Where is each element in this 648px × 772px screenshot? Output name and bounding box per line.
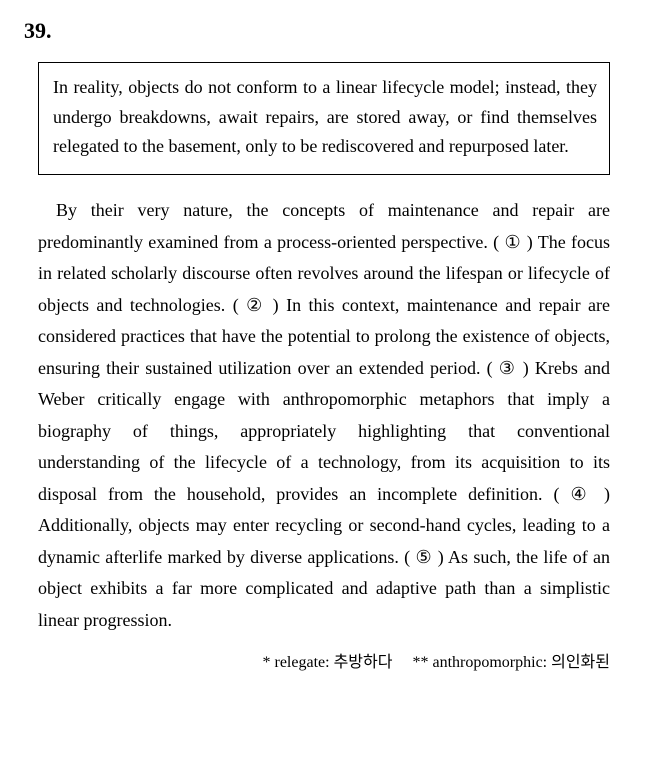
- footnotes: * relegate: 추방하다 ** anthropomorphic: 의인화…: [38, 648, 610, 672]
- footnote-2: ** anthropomorphic: 의인화된: [412, 654, 610, 671]
- question-number: 39.: [24, 18, 610, 44]
- footnote-definition: 의인화된: [551, 654, 610, 671]
- gap-marker-2[interactable]: ②: [246, 295, 265, 315]
- footnote-term: anthropomorphic:: [432, 654, 551, 671]
- footnote-1: * relegate: 추방하다: [263, 654, 397, 671]
- inserted-sentence-box: In reality, objects do not conform to a …: [38, 62, 610, 175]
- footnote-marker: **: [412, 654, 428, 671]
- footnote-definition: 추방하다: [334, 654, 393, 671]
- gap-marker-3[interactable]: ③: [499, 358, 517, 378]
- footnote-marker: *: [263, 654, 271, 671]
- passage-body: By their very nature, the concepts of ma…: [38, 195, 610, 636]
- gap-marker-5[interactable]: ⑤: [415, 547, 432, 567]
- gap-marker-4[interactable]: ④: [570, 484, 593, 504]
- footnote-term: relegate:: [275, 654, 334, 671]
- passage-text: ) Krebs and Weber critically engage with…: [38, 358, 610, 504]
- exam-question: 39. In reality, objects do not conform t…: [0, 0, 648, 772]
- gap-marker-1[interactable]: ①: [504, 232, 521, 252]
- inserted-sentence-text: In reality, objects do not conform to a …: [53, 77, 597, 156]
